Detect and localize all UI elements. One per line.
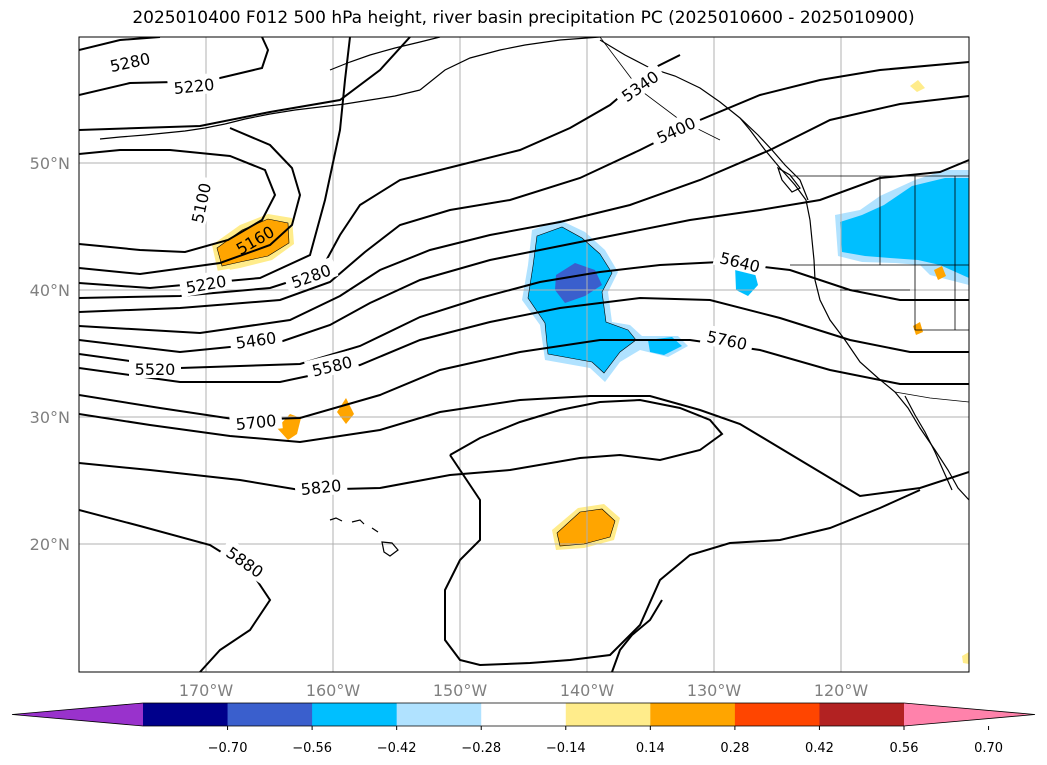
map-area: [79, 37, 969, 672]
colorbar-tick-label: 0.42: [805, 741, 834, 756]
baja-coast: [904, 395, 953, 491]
lat-label-30n: 30°N: [30, 408, 70, 427]
colorbar-bin: [396, 703, 482, 726]
alaska-coast: [419, 37, 809, 201]
colorbar-tick-label: −0.70: [208, 741, 248, 756]
lon-label-170w: 170°W: [179, 681, 234, 700]
map-title: 2025010400 F012 500 hPa height, river ba…: [132, 8, 915, 28]
lon-label-160w: 160°W: [306, 681, 361, 700]
lon-label-120w: 120°W: [814, 681, 869, 700]
colorbar-tick-label: −0.56: [292, 741, 332, 756]
colorbar-bin: [481, 703, 567, 726]
precip-negative-small: [648, 337, 682, 355]
bc-coast: [739, 117, 811, 221]
contour-5760: [79, 395, 969, 498]
colorbar-tick-label: 0.70: [974, 741, 1003, 756]
contour-label-5820: 5820: [300, 476, 342, 499]
precip-negative-west-coast-core: [840, 178, 969, 278]
contour-5640: [79, 296, 969, 383]
precip-positive-dot-1: [910, 80, 925, 92]
colorbar-tick-label: −0.14: [546, 741, 586, 756]
colorbar-extend-low: [12, 703, 143, 726]
contour-label-5520: 5520: [135, 360, 176, 379]
contour-low-center: [79, 149, 277, 254]
contour-label-5700: 5700: [235, 411, 277, 434]
precip-positive-dot-2: [934, 266, 946, 280]
lon-label-140w: 140°W: [560, 681, 615, 700]
precip-positive-dot-4: [962, 652, 969, 664]
precip-negative-core: [528, 227, 636, 373]
longitude-labels: 170°W 160°W 150°W 140°W 130°W 120°W: [179, 681, 869, 700]
contour-5820-south: [444, 454, 921, 667]
contour-5520: [79, 159, 969, 354]
contour-5880-east: [611, 599, 663, 672]
colorbar: −0.70 −0.56 −0.42 −0.28 −0.14 0.14 0.28 0.42 0.5…: [11, 702, 1036, 756]
colorbar-extend-high: [904, 703, 1035, 726]
colorbar-tick-label: −0.28: [461, 741, 501, 756]
alaska-peninsula: [224, 89, 421, 125]
contour-5400: [79, 61, 969, 313]
colorbar-bin: [312, 703, 398, 726]
state-borders: [790, 176, 969, 331]
contour-label-5220: 5220: [173, 75, 215, 98]
political-borders: [599, 37, 969, 403]
contour-upper-a: [79, 37, 161, 51]
precip-positive-aleutian-core: [217, 219, 289, 266]
precip-positive-dot-3: [913, 322, 923, 335]
lat-label-40n: 40°N: [30, 281, 70, 300]
contour-upper-b: [79, 37, 270, 96]
us-mexico-border: [894, 391, 969, 403]
colorbar-tick-label: 0.56: [890, 741, 919, 756]
us-west-coast: [809, 219, 969, 501]
colorbar-tick-label: 0.14: [636, 741, 665, 756]
precip-positive-small-1: [277, 414, 301, 440]
contour-5460: [79, 95, 969, 335]
colorbar-tick-label: −0.42: [377, 741, 417, 756]
contour-upper-c: [79, 37, 411, 131]
vancouver-island: [776, 166, 801, 193]
lon-label-150w: 150°W: [433, 681, 488, 700]
colorbar-bin: [819, 703, 905, 726]
aleutian-chain: [99, 123, 226, 140]
lon-label-130w: 130°W: [687, 681, 742, 700]
latitude-labels: 50°N 40°N 30°N 20°N: [30, 154, 70, 554]
colorbar-bin: [227, 703, 313, 726]
contour-5880: [79, 509, 272, 672]
map-frame: [78, 36, 970, 673]
contour-5220-west: [79, 127, 302, 276]
alaska-canada-border: [599, 37, 721, 141]
colorbar-bin: [734, 703, 820, 726]
colorbar-bin: [650, 703, 736, 726]
lat-label-50n: 50°N: [30, 154, 70, 173]
colorbar-outline: [11, 702, 1036, 727]
hawaii-islands: [329, 517, 399, 557]
colorbar-bin: [565, 703, 651, 726]
precip-positive-south-core: [557, 509, 615, 546]
colorbar-bin: [143, 703, 229, 726]
contour-5280: [79, 37, 351, 290]
colorbar-tick-label: 0.28: [720, 741, 749, 756]
precip-shading: [212, 80, 969, 664]
lat-label-20n: 20°N: [30, 535, 70, 554]
